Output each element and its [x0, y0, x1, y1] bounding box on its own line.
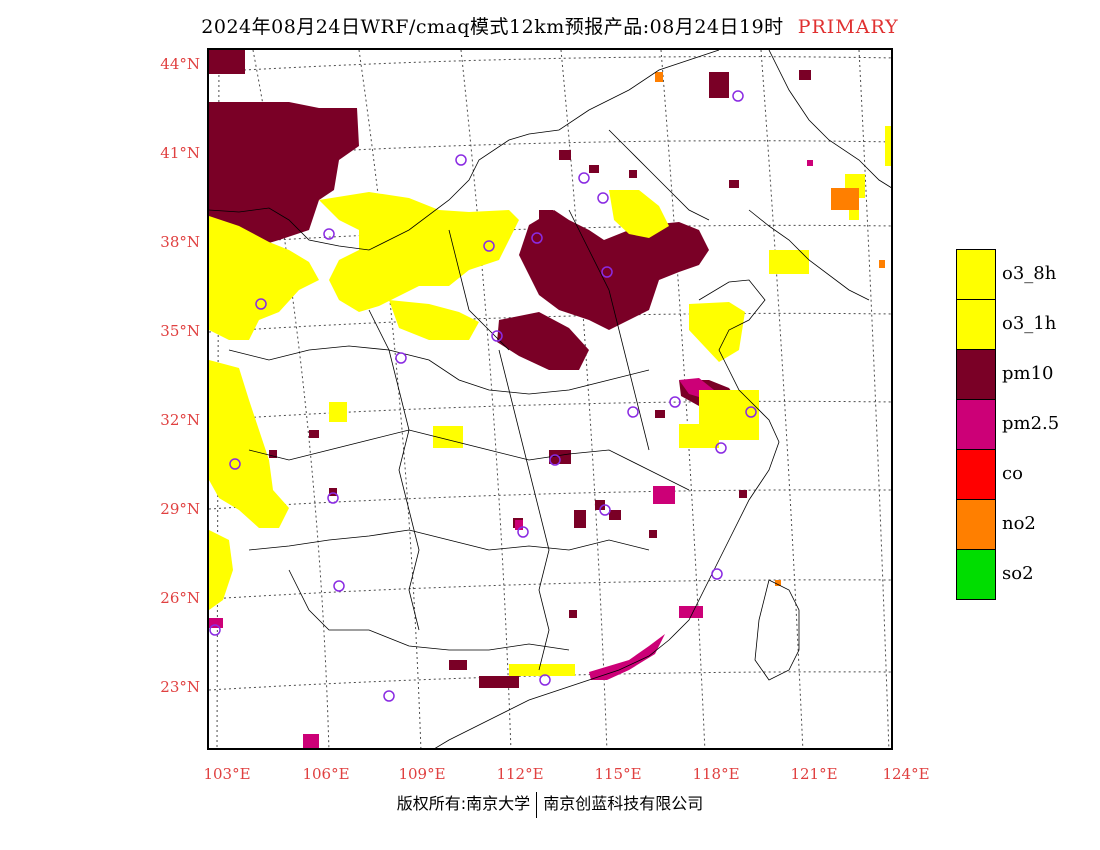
legend-label-no2: no2 [1002, 513, 1036, 534]
lat-label-35: 35°N [160, 322, 200, 340]
o3-areas [209, 126, 891, 676]
legend-label-pm10: pm10 [1002, 363, 1054, 384]
lon-label-109: 109°E [398, 765, 446, 783]
footer-divider [536, 791, 538, 818]
legend-swatch-pm10 [956, 349, 996, 400]
no2-areas [655, 72, 885, 586]
lon-label-121: 121°E [790, 765, 838, 783]
legend-label-pm25: pm2.5 [1002, 413, 1060, 434]
lon-label-115: 115°E [594, 765, 642, 783]
legend-swatch-so2 [956, 549, 996, 600]
lat-label-38: 38°N [160, 233, 200, 251]
lat-label-26: 26°N [160, 589, 200, 607]
lon-label-106: 106°E [302, 765, 350, 783]
legend-label-o3-1h: o3_1h [1002, 313, 1057, 334]
lon-label-118: 118°E [692, 765, 740, 783]
legend-label-co: co [1002, 463, 1023, 484]
lat-label-41: 41°N [160, 144, 200, 162]
pollutant-map[interactable] [207, 48, 893, 750]
lat-label-44: 44°N [160, 55, 200, 73]
pm10-areas [209, 50, 811, 688]
copyright-left: 版权所有:南京大学 [396, 794, 531, 813]
legend-label-so2: so2 [1002, 563, 1034, 584]
station-markers [209, 90, 757, 702]
lon-label-112: 112°E [496, 765, 544, 783]
primary-tag: PRIMARY [797, 16, 899, 38]
borders [209, 50, 891, 748]
legend-swatch-co [956, 449, 996, 500]
legend-swatch-pm25 [956, 399, 996, 450]
lon-label-124: 124°E [882, 765, 930, 783]
legend-swatch-o3-1h [956, 299, 996, 350]
map-canvas [209, 50, 891, 748]
legend-label-o3-8h: o3_8h [1002, 263, 1057, 284]
lon-label-103: 103°E [203, 765, 251, 783]
title-text: 2024年08月24日WRF/cmaq模式12km预报产品:08月24日19时 [201, 16, 784, 38]
lat-label-32: 32°N [160, 411, 200, 429]
lat-label-29: 29°N [160, 500, 200, 518]
legend-swatch-no2 [956, 499, 996, 550]
pm25-areas [209, 160, 813, 748]
map-title: 2024年08月24日WRF/cmaq模式12km预报产品:08月24日19时 P… [0, 12, 1100, 39]
copyright-right: 南京创蓝科技有限公司 [543, 794, 704, 813]
copyright-footer: 版权所有:南京大学 南京创蓝科技有限公司 [0, 790, 1100, 818]
legend-swatch-o3-8h [956, 249, 996, 300]
lat-label-23: 23°N [160, 678, 200, 696]
